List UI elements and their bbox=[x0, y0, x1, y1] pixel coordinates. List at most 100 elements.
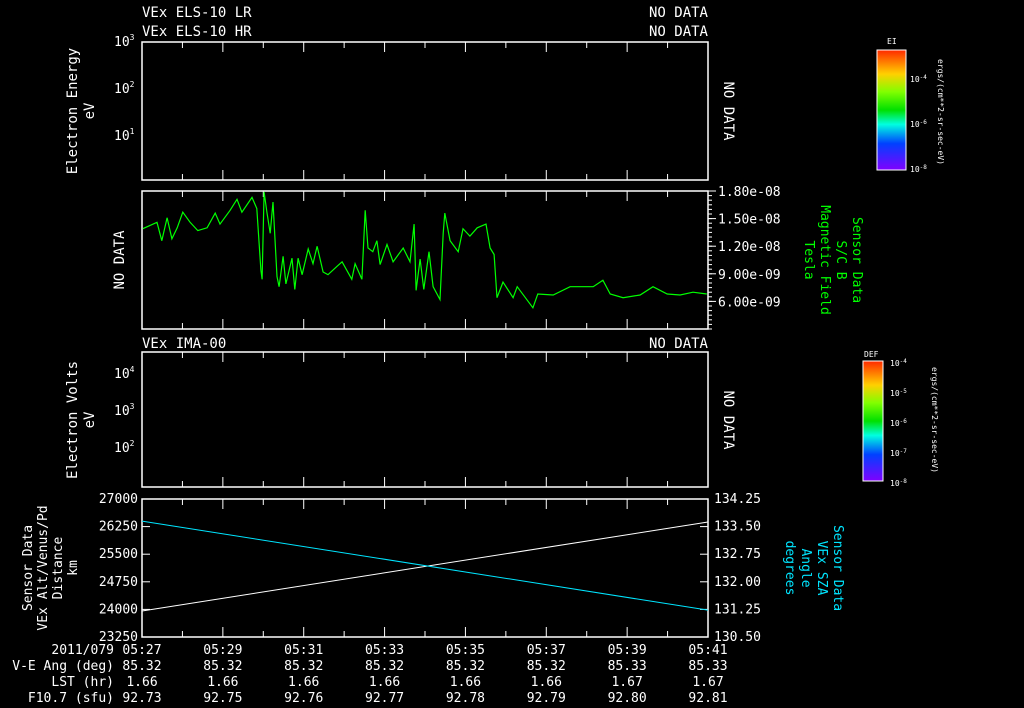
left-ytick-label: 24750 bbox=[99, 575, 138, 590]
ei-colorbar-units: ergs/(cm**2-sr-sec-eV) bbox=[936, 59, 945, 165]
panel4-right-ylabel-line2: VEx SZA bbox=[814, 541, 829, 596]
x-ticks bbox=[141, 352, 709, 487]
panel1-ylabel: Electron Energy bbox=[65, 48, 81, 174]
panel1-status-lr: NO DATA bbox=[649, 5, 709, 21]
x-ticks bbox=[141, 191, 709, 329]
footer-cell: 85.33 bbox=[688, 659, 727, 674]
panel1-status-hr: NO DATA bbox=[649, 24, 709, 40]
panel3-status: NO DATA bbox=[649, 336, 709, 352]
panel1-title-lr: VEx ELS-10 LR bbox=[142, 5, 252, 21]
footer-cell: 92.77 bbox=[365, 691, 404, 706]
panel4-left-ylabel-line2: VEx Alt/Venus/Pd bbox=[36, 505, 51, 630]
panel3-no-data: NO DATA bbox=[720, 390, 736, 450]
footer-cell: 05:29 bbox=[203, 643, 242, 658]
footer-cell: 92.79 bbox=[527, 691, 566, 706]
ytick-label: 9.00e-09 bbox=[718, 268, 781, 283]
right-ytick-label: 133.50 bbox=[714, 520, 761, 535]
panel4-frame bbox=[141, 498, 709, 638]
ei-colorbar-title: EI bbox=[887, 37, 897, 46]
cbar-tick: 10-4 bbox=[910, 74, 927, 84]
def-colorbar-units: ergs/(cm**2-sr-sec-eV) bbox=[930, 367, 939, 473]
panel4-left-ylabel-line3: Distance bbox=[51, 537, 66, 600]
ytick-label: 6.00e-09 bbox=[718, 295, 781, 310]
ytick-label: 104 bbox=[114, 365, 135, 382]
footer-cell: 05:27 bbox=[122, 643, 161, 658]
panel2-ylabel-line4: Tesla bbox=[801, 240, 816, 279]
footer-row-label: 2011/079 bbox=[51, 643, 114, 658]
panel2-ylabel-line3: Magnetic Field bbox=[817, 205, 832, 315]
footer-row-label: LST (hr) bbox=[51, 675, 114, 690]
cbar-tick: 10-6 bbox=[910, 119, 927, 129]
footer-cell: 1.67 bbox=[692, 675, 723, 690]
footer-cell: 92.78 bbox=[446, 691, 485, 706]
footer-cell: 1.67 bbox=[611, 675, 642, 690]
panel3-ylabel-units: eV bbox=[82, 411, 98, 428]
def-colorbar-title: DEF bbox=[864, 350, 879, 359]
footer-cell: 05:33 bbox=[365, 643, 404, 658]
panel2-ylabel-line2: S/C B bbox=[833, 240, 848, 279]
ytick-label: 103 bbox=[114, 33, 135, 50]
footer-cell: 92.81 bbox=[688, 691, 727, 706]
cbar-tick: 10-8 bbox=[890, 478, 907, 488]
cbar-tick: 10-5 bbox=[890, 388, 907, 398]
footer-cell: 85.32 bbox=[527, 659, 566, 674]
left-ytick-label: 25500 bbox=[99, 547, 138, 562]
footer-cell: 1.66 bbox=[450, 675, 481, 690]
ytick-label: 1.80e-08 bbox=[718, 185, 781, 200]
panel4-right-ylabel-line1: Sensor Data bbox=[830, 525, 845, 611]
footer-cell: 1.66 bbox=[207, 675, 238, 690]
right-ytick-label: 130.50 bbox=[714, 630, 761, 645]
right-ytick-label: 134.25 bbox=[714, 492, 761, 507]
cbar-tick: 10-8 bbox=[910, 164, 927, 174]
footer-cell: 1.66 bbox=[369, 675, 400, 690]
panel3-yticks: 104 103 102 bbox=[114, 365, 135, 456]
panel2-no-data: NO DATA bbox=[112, 230, 128, 290]
ytick-label: 101 bbox=[114, 127, 135, 144]
footer-cell: 1.66 bbox=[126, 675, 157, 690]
x-ticks bbox=[141, 499, 709, 637]
ytick-label: 1.50e-08 bbox=[718, 213, 781, 228]
ei-colorbar bbox=[876, 49, 907, 171]
right-ytick-label: 131.25 bbox=[714, 602, 761, 617]
footer-cell: 05:41 bbox=[688, 643, 727, 658]
footer-cell: 05:31 bbox=[284, 643, 323, 658]
footer-cell: 1.66 bbox=[531, 675, 562, 690]
footer-cell: 85.32 bbox=[284, 659, 323, 674]
def-colorbar bbox=[862, 360, 884, 482]
left-ytick-label: 23250 bbox=[99, 630, 138, 645]
footer-cell: 85.33 bbox=[608, 659, 647, 674]
distance-series-line bbox=[141, 521, 709, 612]
cbar-tick: 10-4 bbox=[890, 358, 907, 368]
right-ytick-label: 132.75 bbox=[714, 547, 761, 562]
footer-row-label: V-E Ang (deg) bbox=[12, 659, 114, 674]
panel3-title: VEx IMA-00 bbox=[142, 336, 226, 352]
sza-series-line bbox=[141, 520, 709, 611]
cbar-tick: 10-6 bbox=[890, 418, 907, 428]
left-ytick-label: 26250 bbox=[99, 520, 138, 535]
left-ytick-label: 24000 bbox=[99, 602, 138, 617]
panel1-title-hr: VEx ELS-10 HR bbox=[142, 24, 252, 40]
footer-cell: 05:35 bbox=[446, 643, 485, 658]
footer-cell: 1.66 bbox=[288, 675, 319, 690]
panel1-no-data: NO DATA bbox=[720, 81, 736, 141]
panel4-right-ylabel-line3: Angle bbox=[798, 548, 813, 587]
footer-cell: 05:39 bbox=[608, 643, 647, 658]
footer-row-label: F10.7 (sfu) bbox=[28, 691, 114, 706]
right-ytick-label: 132.00 bbox=[714, 575, 761, 590]
footer-cell: 85.32 bbox=[446, 659, 485, 674]
panel4-right-ylabel-line4: degrees bbox=[782, 541, 797, 596]
left-ytick-label: 27000 bbox=[99, 492, 138, 507]
panel2-ylabel-line1: Sensor Data bbox=[849, 217, 864, 303]
panel4-left-ylabel-line1: Sensor Data bbox=[21, 525, 36, 611]
footer-cell: 05:37 bbox=[527, 643, 566, 658]
footer-cell: 92.80 bbox=[608, 691, 647, 706]
footer-cell: 92.73 bbox=[122, 691, 161, 706]
x-ticks bbox=[141, 42, 709, 180]
panel3-ylabel: Electron Volts bbox=[65, 361, 81, 479]
panel1-frame bbox=[141, 41, 709, 181]
ytick-label: 102 bbox=[114, 80, 135, 97]
ytick-label: 1.20e-08 bbox=[718, 240, 781, 255]
footer-cell: 85.32 bbox=[122, 659, 161, 674]
footer-cell: 92.75 bbox=[203, 691, 242, 706]
